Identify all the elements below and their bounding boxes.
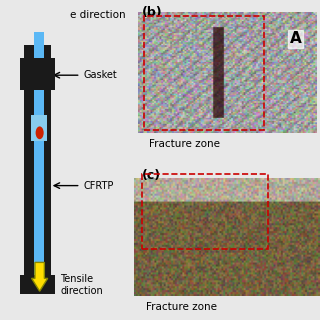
Text: (c): (c) <box>142 169 161 182</box>
Bar <box>144 16 264 130</box>
Text: Gasket: Gasket <box>83 70 117 80</box>
Text: Fracture zone: Fracture zone <box>146 302 217 312</box>
Text: e direction: e direction <box>70 10 125 20</box>
Bar <box>34 45 44 294</box>
Bar <box>24 45 51 294</box>
Bar <box>34 32 44 58</box>
Text: Fracture zone: Fracture zone <box>149 139 220 149</box>
Text: A: A <box>290 31 301 46</box>
Bar <box>20 275 55 294</box>
Text: CFRTP: CFRTP <box>83 180 114 191</box>
Bar <box>31 115 47 141</box>
Bar <box>142 174 268 249</box>
Bar <box>20 58 55 90</box>
Ellipse shape <box>36 126 44 139</box>
Text: (b): (b) <box>142 6 163 19</box>
Text: Tensile
direction: Tensile direction <box>60 274 103 296</box>
FancyArrow shape <box>32 262 48 291</box>
